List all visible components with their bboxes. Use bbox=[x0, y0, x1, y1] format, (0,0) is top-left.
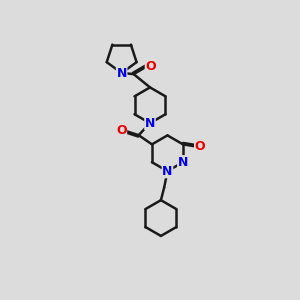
Text: O: O bbox=[145, 60, 156, 73]
Text: N: N bbox=[178, 156, 188, 169]
Text: O: O bbox=[195, 140, 205, 153]
Text: N: N bbox=[145, 117, 155, 130]
Text: N: N bbox=[116, 67, 127, 80]
Text: N: N bbox=[162, 165, 172, 178]
Text: O: O bbox=[116, 124, 127, 137]
